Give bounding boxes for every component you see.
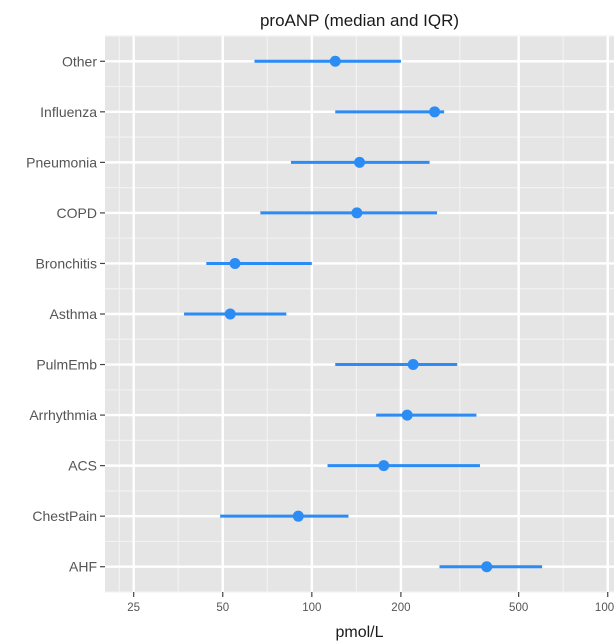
y-tick-label: PulmEmb bbox=[36, 357, 97, 373]
y-tick-label: Other bbox=[62, 53, 97, 69]
marks-layer bbox=[184, 55, 543, 573]
x-tick-label: 25 bbox=[127, 602, 140, 614]
y-tick-label: Asthma bbox=[50, 306, 98, 322]
x-tick-label: 50 bbox=[216, 602, 229, 614]
median-point bbox=[329, 55, 341, 67]
median-point bbox=[401, 409, 413, 421]
x-tick-label: 500 bbox=[509, 602, 528, 614]
median-point bbox=[229, 257, 241, 269]
y-tick-label: Pneumonia bbox=[26, 154, 97, 170]
x-tick-label: 100 bbox=[302, 602, 321, 614]
median-point bbox=[407, 359, 419, 371]
x-tick-label: 200 bbox=[391, 602, 410, 614]
x-axis-title: pmol/L bbox=[335, 624, 383, 641]
axis-layer: Other Influenza Pneumonia COPD Bronchitis Ast… bbox=[26, 53, 614, 614]
y-tick-label: Arrhythmia bbox=[29, 407, 97, 423]
median-point bbox=[224, 308, 236, 320]
x-tick-label: 1000 bbox=[595, 602, 614, 614]
median-point bbox=[429, 106, 441, 118]
y-tick-label: COPD bbox=[57, 205, 97, 221]
y-tick-label: ACS bbox=[68, 458, 97, 474]
median-point bbox=[351, 207, 363, 219]
chart-title: proANP (median and IQR) bbox=[260, 11, 459, 30]
y-tick-label: Bronchitis bbox=[36, 255, 97, 271]
y-tick-label: Influenza bbox=[40, 104, 97, 120]
median-point bbox=[292, 510, 304, 522]
y-tick-label: ChestPain bbox=[32, 508, 97, 524]
median-point bbox=[481, 561, 493, 573]
median-point bbox=[354, 156, 366, 168]
median-point bbox=[378, 460, 390, 472]
y-tick-label: AHF bbox=[69, 559, 97, 575]
